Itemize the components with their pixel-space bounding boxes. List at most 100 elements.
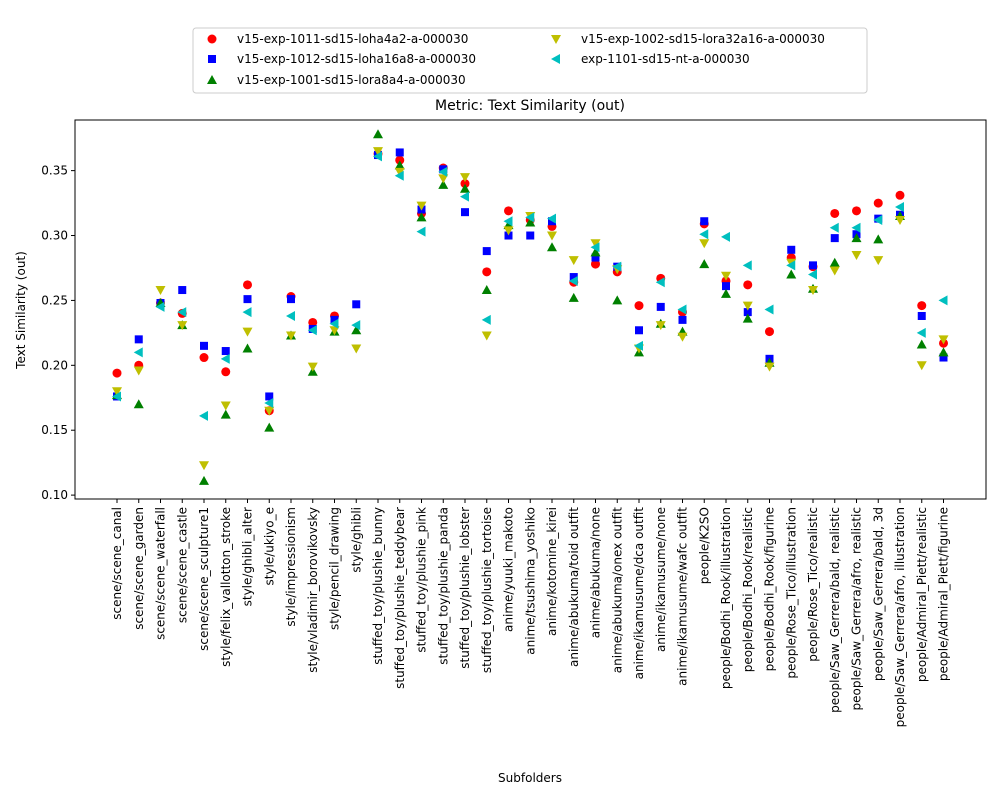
x-tick-label: anime/abukuma/none	[589, 507, 603, 638]
x-tick-label: style/felix_vallotton_stroke	[219, 507, 233, 667]
data-point	[700, 217, 709, 226]
data-point	[133, 347, 143, 358]
data-point	[286, 310, 295, 321]
data-point	[547, 231, 557, 241]
x-axis-ticks: scene/scene_canal scene/scene_garden scene…	[110, 499, 951, 727]
data-point	[591, 259, 600, 269]
y-axis-ticks: 0.10 0.15 0.20 0.25 0.30 0.35	[41, 164, 75, 502]
data-point	[394, 170, 404, 181]
data-point	[568, 275, 578, 286]
x-tick-label: people/Saw_Gerrera/bald, 3d	[871, 507, 885, 681]
x-tick-label: anime/ikamusume/none	[654, 507, 668, 652]
data-point	[264, 406, 275, 416]
x-tick-label: style/impressionism	[284, 507, 298, 627]
data-point	[547, 242, 557, 252]
data-point	[829, 266, 840, 276]
data-point	[525, 217, 536, 227]
data-point	[221, 367, 231, 377]
y-tick-label: 0.15	[41, 423, 68, 437]
data-point	[851, 222, 861, 233]
data-point	[394, 160, 405, 170]
x-tick-label: stuffed_toy/plushie_panda	[436, 507, 450, 665]
x-tick-label: scene/scene_castle	[175, 507, 189, 623]
data-point	[873, 214, 883, 225]
data-point	[112, 387, 122, 397]
data-point	[873, 234, 884, 244]
data-point	[242, 343, 253, 353]
data-point	[133, 399, 144, 409]
x-tick-label: people/Admiral_Piett/figurine	[937, 507, 951, 681]
data-point	[199, 353, 209, 363]
data-point	[809, 261, 817, 270]
data-point	[678, 315, 687, 324]
data-point	[264, 397, 274, 408]
data-point	[591, 253, 600, 262]
data-point	[655, 321, 666, 331]
data-point	[829, 222, 839, 233]
data-point	[481, 314, 491, 325]
x-tick-label: people/Rose_Tico/realistic	[806, 507, 820, 662]
data-point	[242, 307, 252, 318]
data-point	[722, 282, 730, 291]
x-tick-label: scene/scene_canal	[110, 507, 124, 620]
data-point	[916, 361, 927, 371]
data-point	[438, 179, 449, 189]
data-points	[112, 129, 949, 485]
data-point	[286, 331, 296, 341]
data-point	[699, 229, 709, 240]
plot-frame	[74, 119, 987, 500]
legend: v15-exp-1011-sd15-loha4a2-a-000030 v15-ex…	[192, 27, 868, 94]
data-point	[352, 300, 361, 309]
x-tick-label: stuffed_toy/plushie_teddybear	[393, 507, 407, 689]
data-point	[199, 461, 209, 471]
x-tick-label: people/Rose_Tico/illustration	[784, 507, 798, 679]
data-point	[938, 335, 949, 345]
x-axis-title: Subfolders	[498, 771, 562, 785]
data-point	[112, 391, 121, 402]
data-point	[938, 295, 948, 306]
legend-label: v15-exp-1012-sd15-loha16a8-a-000030	[237, 52, 476, 66]
data-point	[808, 286, 818, 296]
data-point	[764, 304, 774, 315]
legend-item: v15-exp-1001-sd15-lora8a4-a-000030	[207, 73, 466, 87]
data-point	[199, 475, 209, 485]
data-point	[416, 212, 427, 222]
data-point	[112, 368, 122, 378]
x-tick-label: people/Admiral_Piett/realistic	[915, 507, 929, 682]
data-point	[851, 250, 862, 260]
x-tick-label: people/Saw_Gerrera/afro, realistic	[850, 507, 864, 710]
data-point	[264, 422, 275, 432]
x-tick-label: people/Saw_Gerrera/bald, realistic	[828, 507, 842, 713]
x-tick-label: style/ukiyo_e	[262, 507, 276, 586]
legend-item: exp-1101-sd15-nt-a-000030	[551, 52, 750, 66]
x-tick-label: anime/tsushima_yoshiko	[523, 507, 537, 655]
data-point	[699, 259, 710, 269]
x-tick-label: anime/ikamusume/dca outfit	[632, 507, 646, 680]
data-point	[460, 179, 470, 189]
data-point	[939, 353, 948, 362]
data-point	[916, 327, 926, 338]
data-point	[395, 155, 405, 165]
x-tick-label: anime/abukuma/onex outfit	[610, 507, 624, 674]
data-point	[612, 295, 623, 305]
data-point	[634, 340, 643, 351]
data-point	[917, 301, 927, 311]
data-point	[742, 301, 753, 311]
data-point	[568, 292, 579, 302]
data-point	[590, 242, 600, 253]
legend-item: v15-exp-1002-sd15-lora32a16-a-000030	[551, 32, 825, 46]
data-point	[504, 231, 513, 240]
data-point	[155, 286, 166, 296]
y-tick-label: 0.10	[41, 488, 68, 502]
data-point	[526, 231, 535, 240]
data-point	[590, 239, 601, 249]
x-tick-label: people/Bodhi_Rook/realistic	[741, 507, 755, 672]
data-point	[460, 173, 470, 183]
y-tick-label: 0.20	[41, 358, 68, 372]
data-point	[416, 226, 426, 237]
data-point	[155, 301, 165, 312]
x-tick-label: anime/yuuki_makoto	[502, 507, 516, 632]
data-point	[394, 167, 405, 177]
data-point	[677, 332, 688, 342]
